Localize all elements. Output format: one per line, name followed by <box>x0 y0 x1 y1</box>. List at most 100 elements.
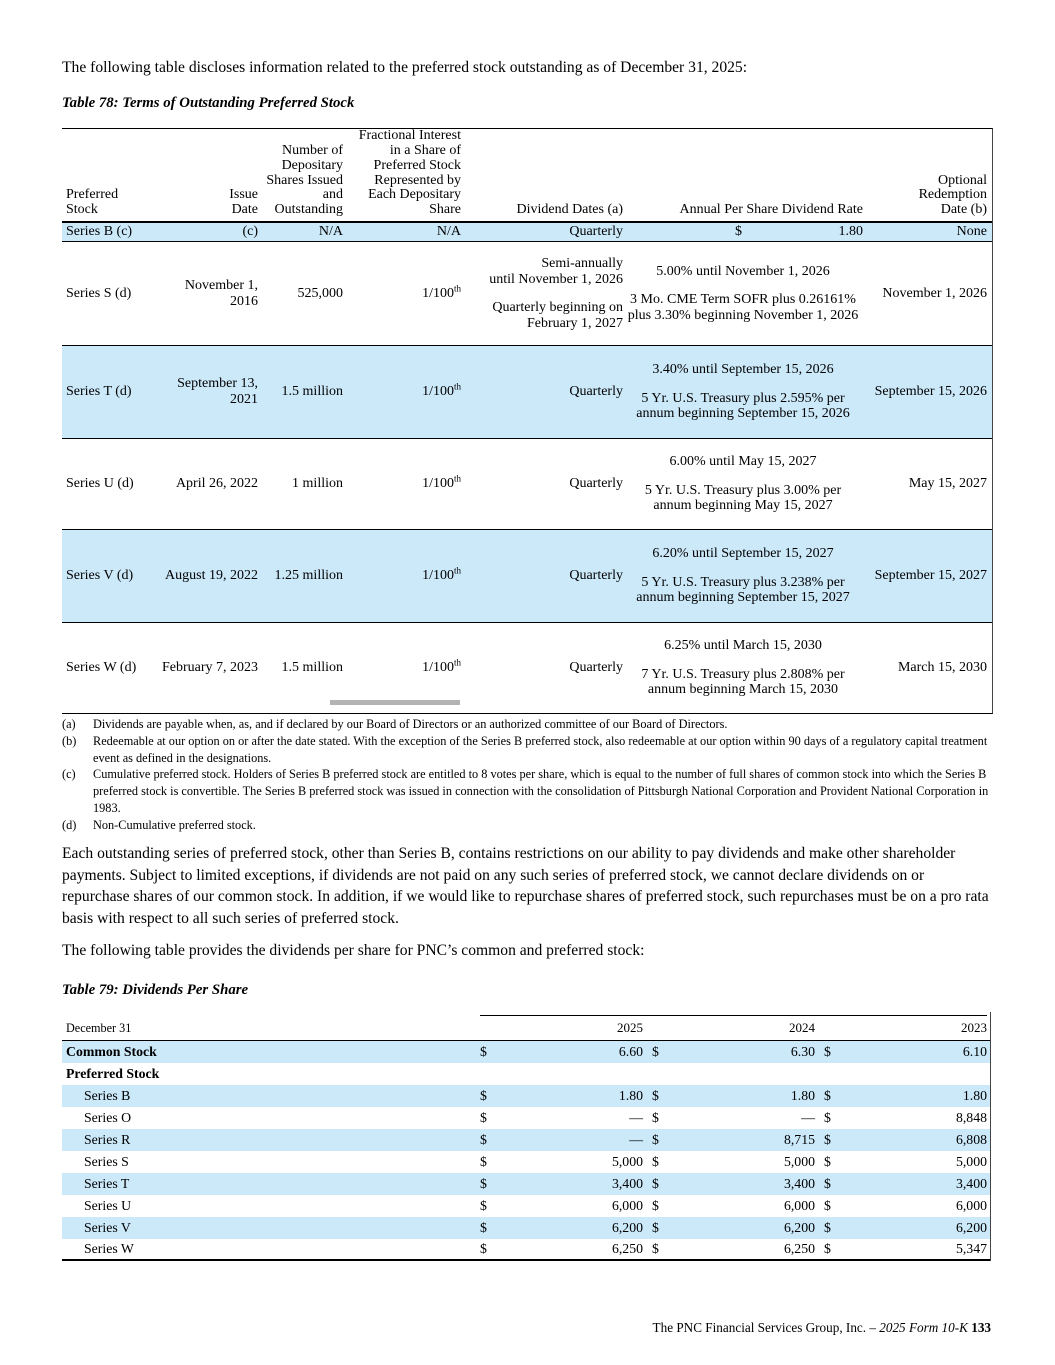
cell-dividend-rate: 6.25% until March 15, 2030 7 Yr. U.S. Tr… <box>623 638 863 698</box>
intro-paragraph: The following table discloses informatio… <box>62 59 748 76</box>
currency-sign: $ <box>824 1198 831 1213</box>
currency-sign: $ <box>824 1176 831 1191</box>
table79-dividends-per-share: December 31 2025 2024 2023 Common Stock … <box>62 1012 991 1261</box>
currency-sign: $ <box>824 1220 831 1235</box>
cell-dividend-dates: Quarterly <box>569 384 623 399</box>
cell-redemption-date: May 15, 2027 <box>908 476 987 491</box>
rate-value: 1.80 <box>838 224 864 239</box>
footnote-marker: (a) <box>62 717 76 731</box>
cell-dividend-dates: Quarterly <box>569 476 623 491</box>
row-label: Series T <box>84 1176 130 1191</box>
rate-2: 5 Yr. U.S. Treasury plus 3.00% per annum… <box>644 482 842 514</box>
currency-sign: $ <box>652 1198 659 1213</box>
col-header-dividend-dates: Dividend Dates (a) <box>516 202 623 218</box>
cell-redemption-date: None <box>956 224 987 239</box>
cell-fraction: 1/100th <box>422 473 461 491</box>
cell-dividend-rate: $ 1.80 <box>623 224 863 240</box>
table-row-series-b: Series B (c) (c) N/A N/A Quarterly $ 1.8… <box>62 223 992 242</box>
value-2025: $ — <box>480 1132 643 1147</box>
row-label: Series S <box>84 1154 129 1169</box>
footnote-c: (c) Cumulative preferred stock. Holders … <box>62 766 993 816</box>
cell-shares: 1.25 million <box>274 568 343 583</box>
value-2024: $6.30 <box>652 1044 815 1059</box>
rate-2: 5 Yr. U.S. Treasury plus 2.595% per annu… <box>636 390 850 422</box>
row-label: Series V <box>84 1220 131 1235</box>
row-label: Preferred Stock <box>66 1066 160 1081</box>
dividend-schedule-1: Semi-annually until November 1, 2026 <box>489 256 623 287</box>
footnote-text: Non-Cumulative preferred stock. <box>93 817 256 832</box>
scrollbar-artifact <box>330 700 460 705</box>
cell-shares: 525,000 <box>297 285 344 301</box>
col-header-dividend-rate: Annual Per Share Dividend Rate <box>679 202 863 218</box>
value-2023: $6.10 <box>824 1044 987 1059</box>
currency-sign: $ <box>480 1088 487 1103</box>
value-2024: $6,250 <box>652 1241 815 1256</box>
footnote-text: Dividends are payable when, as, and if d… <box>93 717 728 731</box>
rate-1: 5.00% until November 1, 2026 <box>656 263 830 279</box>
table78-terms-of-preferred-stock: Preferred Stock Issue Date Number of Dep… <box>62 128 993 714</box>
col-header-redemption-date: Optional Redemption Date (b) <box>918 172 987 218</box>
cell-issue-date: November 1, 2016 <box>184 277 258 309</box>
cell-stock: Series U (d) <box>66 476 134 491</box>
footnote-text: Redeemable at our option on or after the… <box>93 733 988 765</box>
cell-dividend-rate: 5.00% until November 1, 2026 3 Mo. CME T… <box>623 264 863 324</box>
value-2023: $6,808 <box>824 1132 987 1147</box>
value-2025: $5,000 <box>480 1154 643 1169</box>
cell-issue-date: April 26, 2022 <box>175 476 258 491</box>
footnote-marker: (b) <box>62 733 77 748</box>
value-2023: $3,400 <box>824 1176 987 1191</box>
value-2025: $ — <box>480 1110 643 1125</box>
value-2023: $1.80 <box>824 1088 987 1103</box>
table-row-series-u: Series U $6,000 $6,000 $6,000 <box>62 1195 990 1217</box>
currency-sign: $ <box>652 1132 659 1147</box>
value-2025: $1.80 <box>480 1088 643 1103</box>
currency-sign: $ <box>480 1110 487 1125</box>
cell-issue-date: September 13, 2021 <box>177 376 258 407</box>
col-header-preferred-stock: Preferred Stock <box>66 187 119 218</box>
cell-dividend-dates: Quarterly <box>569 568 623 583</box>
cell-redemption-date: November 1, 2026 <box>882 285 987 301</box>
cell-stock: Series W (d) <box>66 660 137 675</box>
table-row-common-stock: Common Stock $6.60 $6.30 $6.10 <box>62 1041 990 1063</box>
footnote-d: (d) Non-Cumulative preferred stock. <box>62 817 993 834</box>
currency-sign: $ <box>824 1044 831 1059</box>
cell-issue-date: (c) <box>242 224 258 239</box>
ordinal-suffix: th <box>453 381 461 392</box>
currency-sign: $ <box>480 1044 487 1059</box>
currency-sign: $ <box>735 224 742 239</box>
cell-redemption-date: March 15, 2030 <box>897 660 987 675</box>
currency-sign: $ <box>824 1110 831 1125</box>
table-row-series-u: Series U (d) April 26, 2022 1 million 1/… <box>62 439 992 530</box>
value-2023: $6,000 <box>824 1198 987 1213</box>
cell-fraction: 1/100th <box>422 657 461 675</box>
row-label: Series B <box>84 1088 131 1103</box>
value-2024: $ — <box>652 1110 815 1125</box>
ordinal-suffix: th <box>453 282 461 293</box>
table-row-preferred-stock-header: Preferred Stock <box>62 1063 990 1085</box>
table78-title: Table 78: Terms of Outstanding Preferred… <box>62 95 355 111</box>
table-row-series-w: Series W $6,250 $6,250 $5,347 <box>62 1239 990 1261</box>
cell-issue-date: August 19, 2022 <box>165 568 258 583</box>
value-2023: $6,200 <box>824 1220 987 1235</box>
table-row-series-v: Series V $6,200 $6,200 $6,200 <box>62 1217 990 1239</box>
currency-sign: $ <box>824 1132 831 1147</box>
cell-stock: Series S (d) <box>66 285 132 301</box>
currency-sign: $ <box>480 1176 487 1191</box>
cell-redemption-date: September 15, 2027 <box>874 568 987 583</box>
restrictions-paragraph: Each outstanding series of preferred sto… <box>62 845 989 927</box>
row-label: Common Stock <box>66 1044 157 1059</box>
currency-sign: $ <box>652 1220 659 1235</box>
currency-sign: $ <box>480 1132 487 1147</box>
value-2025: $3,400 <box>480 1176 643 1191</box>
cell-shares: 1 million <box>292 476 343 491</box>
rate-2: 3 Mo. CME Term SOFR plus 0.26161% plus 3… <box>627 292 859 323</box>
cell-dividend-dates: Quarterly <box>569 224 623 239</box>
page-footer: The PNC Financial Services Group, Inc. –… <box>653 1320 991 1336</box>
rate-2: 7 Yr. U.S. Treasury plus 2.808% per annu… <box>641 666 845 698</box>
value-2023: $5,347 <box>824 1241 987 1256</box>
table79-title: Table 79: Dividends Per Share <box>62 982 249 998</box>
col-header-2025: 2025 <box>617 1020 643 1035</box>
cell-fraction: 1/100th <box>422 282 461 301</box>
cell-fraction: N/A <box>436 224 461 239</box>
value-2023: $5,000 <box>824 1154 987 1169</box>
